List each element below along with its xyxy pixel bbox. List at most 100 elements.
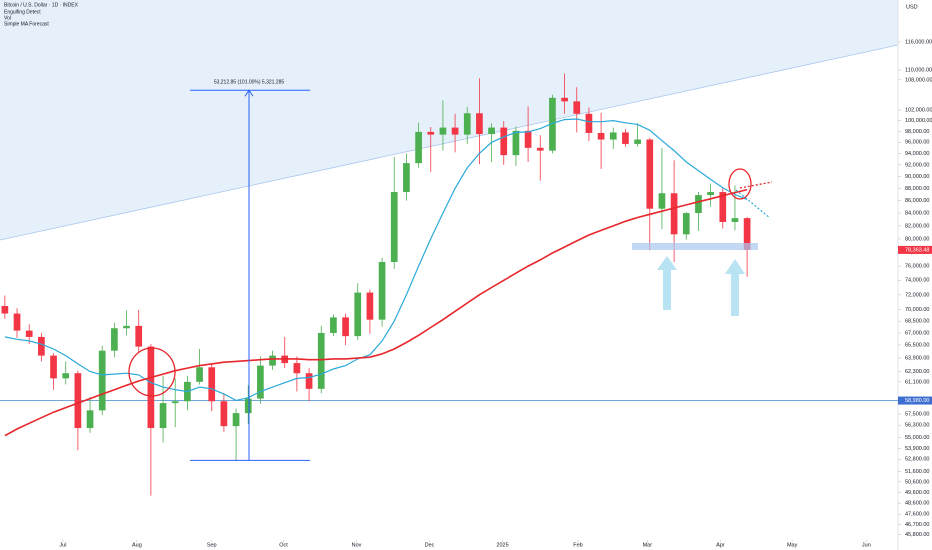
axis-unit: USD: [906, 4, 918, 10]
x-tick-label: Oct: [279, 542, 288, 548]
candle-body: [74, 373, 82, 429]
candle-body: [330, 317, 337, 333]
arrow-up: [725, 259, 745, 316]
y-tick-label: 116,000.00: [905, 39, 932, 45]
candle-body: [171, 401, 179, 404]
channel-fill: [0, 0, 898, 240]
y-tick-label: 84,000.00: [905, 211, 929, 217]
y-tick-label: 96,000.00: [905, 140, 929, 146]
y-tick-label: 47,600.00: [905, 512, 929, 518]
candle-body: [244, 398, 252, 414]
y-tick-label: 92,000.00: [905, 162, 929, 168]
candle-body: [524, 130, 532, 148]
candle-body: [366, 292, 374, 320]
y-tick-label: 65,500.00: [905, 342, 929, 348]
candle-body: [573, 101, 581, 114]
y-tick-label: 88,000.00: [905, 186, 929, 192]
y-tick-label: 72,000.00: [905, 292, 929, 298]
y-tick-label: 86,000.00: [905, 198, 929, 204]
y-tick-label: 53,900.00: [905, 446, 929, 452]
y-tick-label: 57,500.00: [905, 411, 929, 417]
candle-body: [439, 127, 447, 135]
y-tick-label: 45,800.00: [905, 532, 929, 538]
price-label: 78,363.48: [905, 247, 929, 253]
y-tick-label: 67,000.00: [905, 330, 929, 336]
x-tick-label: Jun: [862, 542, 871, 548]
candle-body: [403, 163, 410, 193]
y-tick-label: 76,000.00: [905, 264, 929, 270]
candle-body: [500, 127, 508, 156]
y-tick-label: 108,000.00: [905, 77, 932, 83]
x-tick-label: Feb: [573, 542, 582, 548]
candle-body: [731, 218, 739, 222]
x-tick-label: Sep: [207, 542, 217, 548]
y-tick-label: 98,000.00: [905, 129, 929, 135]
y-tick-label: 56,300.00: [905, 423, 929, 429]
measure-label: 53,212.85 (101.00%) 5,321,285: [214, 80, 285, 86]
indicator: Simple MA Forecast: [4, 21, 49, 27]
candle-body: [536, 147, 544, 151]
forecast-blue: [735, 189, 771, 219]
candle-body: [658, 193, 666, 209]
y-tick-label: 100,000.00: [905, 118, 932, 124]
candle-body: [451, 127, 459, 135]
measure-arrow: [244, 89, 254, 97]
x-tick-label: Dec: [425, 542, 435, 548]
level-tag: [898, 396, 932, 405]
candle-body: [1, 305, 9, 314]
candle-body: [208, 367, 216, 402]
hand-circle: [728, 168, 752, 200]
candle-body: [743, 218, 751, 250]
candle-body: [488, 127, 495, 135]
forecast-red: [739, 181, 773, 189]
candle-body: [597, 132, 605, 140]
candle-body: [427, 131, 435, 135]
y-tick-label: 51,600.00: [905, 469, 929, 475]
candle-body: [585, 113, 593, 133]
price-tag: [898, 245, 932, 254]
y-tick-label: 62,300.00: [905, 369, 929, 375]
x-tick-label: Nov: [352, 542, 362, 548]
y-tick-label: 102,000.00: [905, 108, 932, 114]
x-tick-label: May: [787, 542, 798, 548]
candle-body: [38, 336, 45, 356]
candle-body: [476, 113, 483, 135]
y-tick-label: 68,500.00: [905, 319, 929, 325]
chart-title: Bitcoin / U.S. Dollar · 1D · INDEX: [4, 2, 79, 8]
indicator: Vol: [4, 15, 11, 21]
candle-body: [147, 346, 155, 429]
y-tick-label: 82,000.00: [905, 223, 929, 229]
candle-body: [719, 192, 727, 222]
candle-body: [86, 410, 94, 429]
candle-body: [512, 130, 520, 156]
candle-body: [305, 373, 313, 389]
x-tick-label: Apr: [716, 542, 725, 548]
candle-body: [98, 350, 106, 411]
candle-body: [269, 355, 276, 366]
x-tick-label: Jul: [59, 542, 66, 548]
y-tick-label: 61,100.00: [905, 379, 929, 385]
y-tick-label: 63,900.00: [905, 356, 929, 362]
candle-body: [123, 325, 130, 329]
x-tick-label: 2025: [496, 542, 508, 548]
candle-body: [609, 132, 617, 140]
candle-body: [62, 373, 70, 379]
indicator: Engulfing Detect: [4, 9, 41, 15]
x-tick-label: Mar: [643, 542, 653, 548]
y-tick-label: 80,000.00: [905, 236, 929, 242]
y-tick-label: 50,600.00: [905, 479, 929, 485]
support-zone: [632, 243, 758, 250]
candle-body: [415, 131, 422, 164]
y-tick-label: 70,000.00: [905, 307, 929, 313]
candle-body: [232, 413, 240, 427]
candle-body: [50, 355, 57, 379]
candle-body: [354, 292, 362, 337]
candle-body: [378, 261, 386, 320]
candle-body: [257, 365, 264, 399]
y-tick-label: 90,000.00: [905, 174, 929, 180]
candle-body: [13, 313, 21, 331]
candle-body: [561, 97, 568, 102]
candle-body: [549, 97, 556, 151]
y-tick-label: 55,000.00: [905, 435, 929, 441]
candle-body: [159, 403, 167, 429]
